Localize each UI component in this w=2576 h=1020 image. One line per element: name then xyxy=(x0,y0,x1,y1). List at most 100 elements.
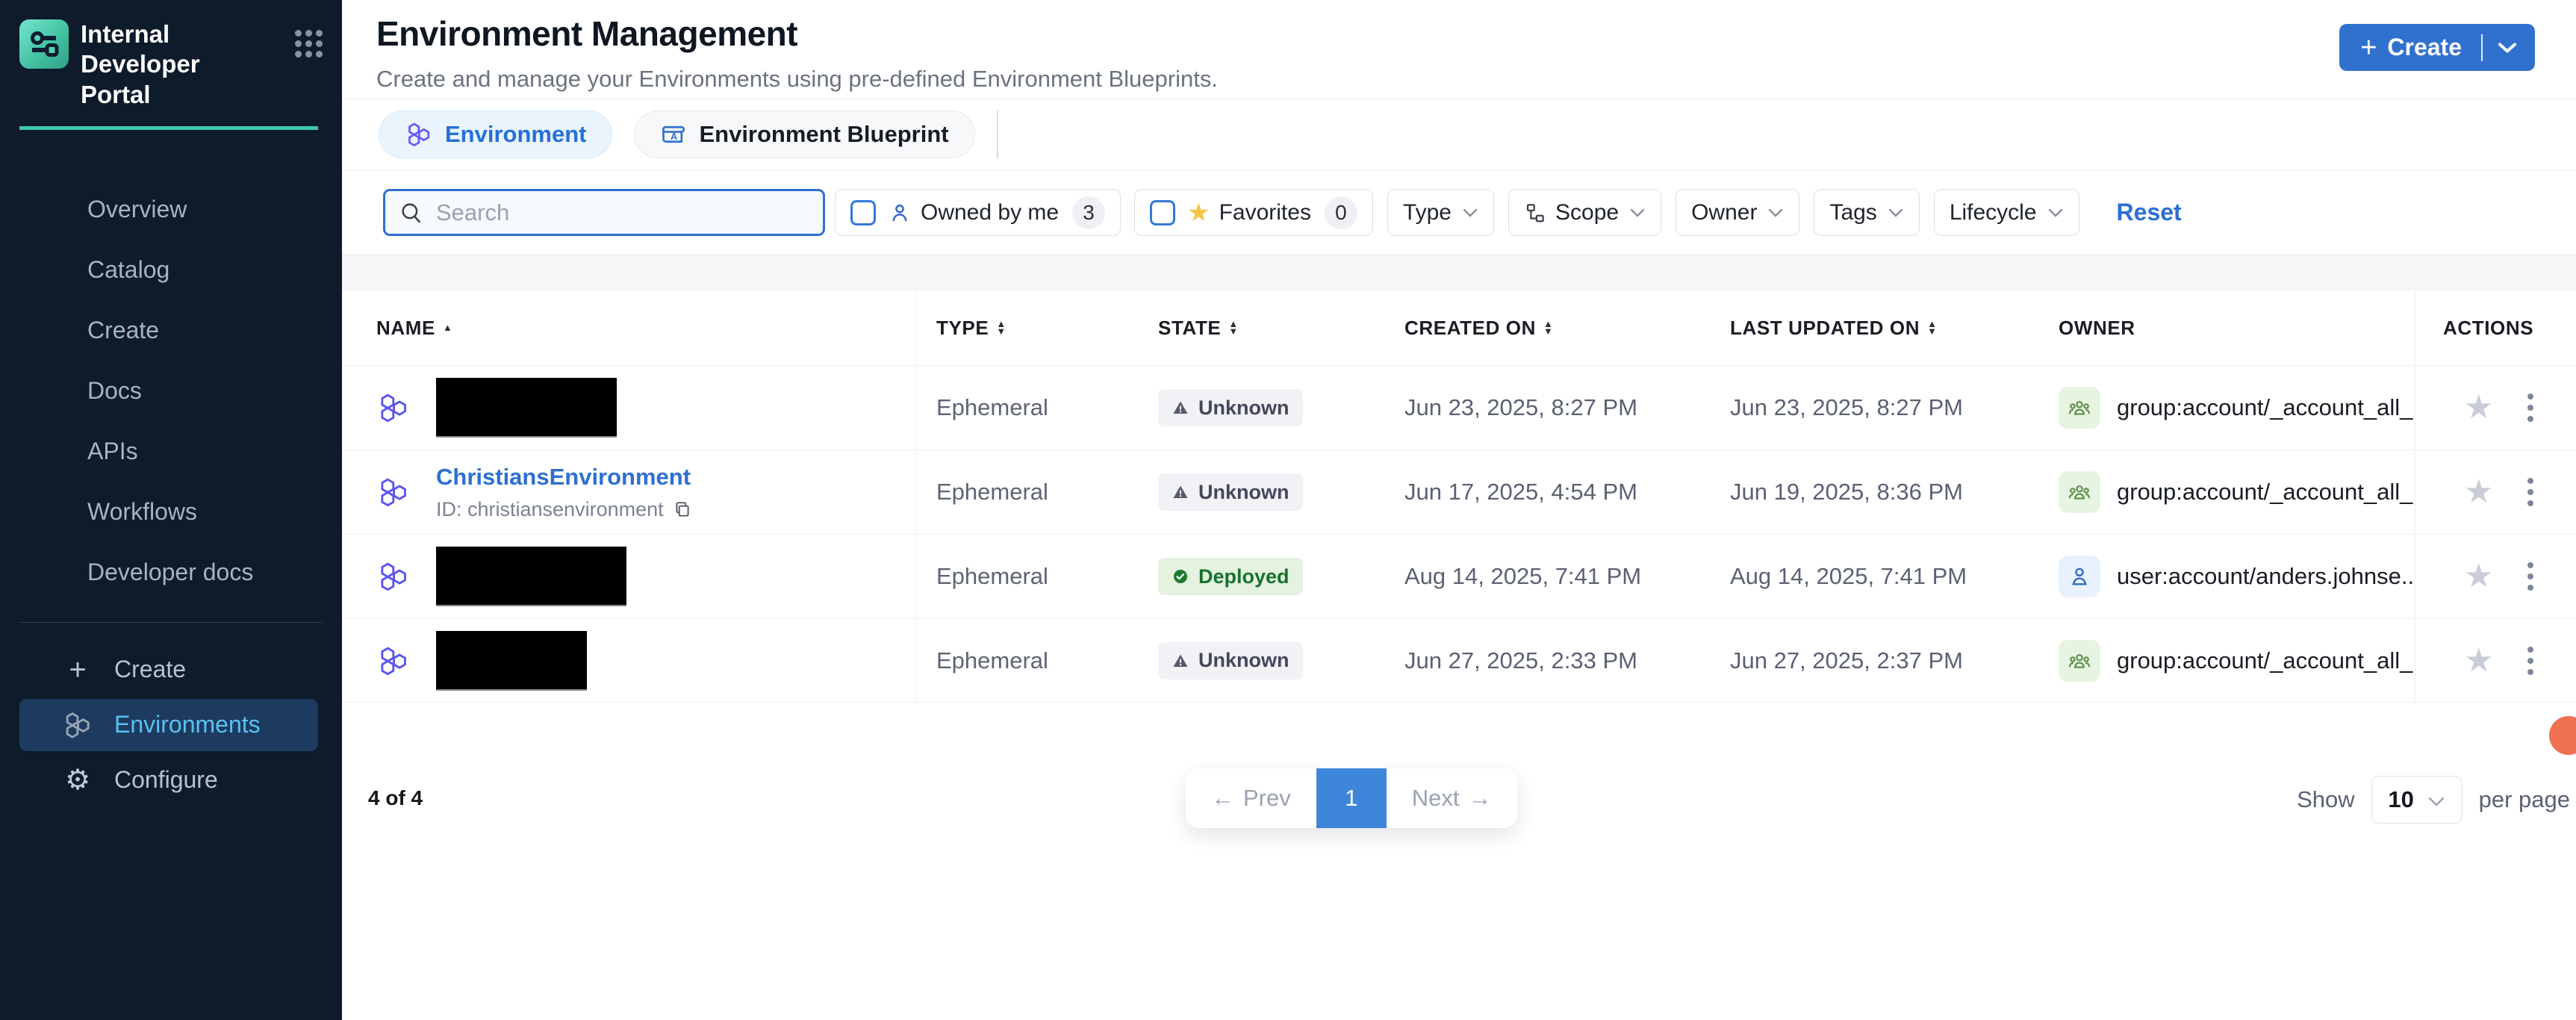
table-row[interactable]: Ephemeral Deployed Aug 14, 2025, 7:41 PM… xyxy=(342,534,2576,618)
hexagons-icon xyxy=(405,120,433,149)
redacted-name xyxy=(436,378,617,438)
column-header-last-updated-on[interactable]: LAST UPDATED ON ▲ ▼ xyxy=(1730,316,1938,339)
column-header-name[interactable]: NAME ▲ xyxy=(376,316,453,339)
table-row[interactable]: Ephemeral Unknown Jun 23, 2025, 8:27 PM … xyxy=(342,365,2576,450)
favorite-star-button[interactable]: ★ xyxy=(2464,389,2494,426)
chevron-down-icon xyxy=(1629,208,1646,218)
lifecycle-filter-dropdown[interactable]: Lifecycle xyxy=(1933,189,2079,236)
sidebar-bottom-nav: + Create Environments ⚙ Configure xyxy=(0,644,342,806)
user-icon xyxy=(2059,556,2100,597)
table-row[interactable]: ChristiansEnvironment ID: christiansenvi… xyxy=(342,450,2576,534)
column-header-created-on[interactable]: CREATED ON ▲ ▼ xyxy=(1404,316,1554,339)
sidebar-item-configure[interactable]: ⚙ Configure xyxy=(19,754,318,806)
environment-name-link[interactable]: ChristiansEnvironment xyxy=(436,463,691,490)
last-updated-cell: Jun 19, 2025, 8:36 PM xyxy=(1730,479,1963,505)
search-icon xyxy=(399,200,424,226)
warning-icon xyxy=(1172,652,1189,670)
feedback-fab-button[interactable] xyxy=(2549,716,2576,755)
kebab-menu-button[interactable] xyxy=(2523,558,2538,595)
favorites-filter[interactable]: ★ Favorites 0 xyxy=(1134,189,1373,236)
sidebar-item-create[interactable]: Create xyxy=(87,316,160,343)
page-size-select[interactable]: 10 xyxy=(2371,776,2463,824)
warning-icon xyxy=(1172,399,1189,417)
sidebar-item-overview[interactable]: Overview xyxy=(87,195,187,223)
chevron-down-icon[interactable] xyxy=(2498,42,2517,54)
column-header-state[interactable]: STATE ▲ ▼ xyxy=(1158,316,1239,339)
chevron-down-icon xyxy=(1462,208,1478,218)
tab-environment[interactable]: Environment xyxy=(379,111,613,158)
scope-filter-dropdown[interactable]: Scope xyxy=(1508,189,1662,236)
sidebar-item-developer-docs[interactable]: Developer docs xyxy=(87,558,254,585)
sidebar-item-catalog[interactable]: Catalog xyxy=(87,255,170,283)
last-updated-cell: Jun 23, 2025, 8:27 PM xyxy=(1730,394,1963,420)
brand-underline xyxy=(19,125,318,130)
kebab-menu-button[interactable] xyxy=(2523,642,2538,680)
sidebar-item-docs[interactable]: Docs xyxy=(87,376,142,404)
tab-environment-blueprint[interactable]: A Environment Blueprint xyxy=(634,111,975,158)
environment-hexagons-icon xyxy=(376,391,411,425)
sidebar-item-apis[interactable]: APIs xyxy=(87,437,138,464)
entity-tabs: Environment A Environment Blueprint xyxy=(342,99,2576,170)
sidebar-item-environments[interactable]: Environments xyxy=(19,698,318,751)
prev-page-button[interactable]: ← Prev xyxy=(1211,785,1291,811)
show-label: Show xyxy=(2297,786,2355,812)
owned-count-badge: 3 xyxy=(1072,196,1106,229)
sort-icon: ▲ ▼ xyxy=(1228,318,1239,337)
page-subtitle: Create and manage your Environments usin… xyxy=(376,66,1218,92)
column-header-owner: OWNER xyxy=(2059,316,2135,339)
group-icon xyxy=(2059,387,2100,429)
chevron-down-icon xyxy=(1888,208,1904,218)
environment-hexagons-icon xyxy=(376,559,411,594)
tab-divider xyxy=(996,111,998,158)
kebab-menu-button[interactable] xyxy=(2523,473,2538,511)
sort-icon: ▲ ▼ xyxy=(1543,318,1554,337)
dropdown-label: Owner xyxy=(1691,199,1758,225)
portal-logo-icon xyxy=(19,19,69,69)
create-button[interactable]: + Create xyxy=(2339,24,2535,71)
apps-grid-icon[interactable] xyxy=(295,30,323,57)
dropdown-label: Lifecycle xyxy=(1949,199,2037,225)
created-on-cell: Jun 17, 2025, 4:54 PM xyxy=(1404,479,1637,505)
page-number-button[interactable]: 1 xyxy=(1316,768,1387,828)
spacer-band xyxy=(342,255,2576,290)
chevron-down-icon xyxy=(1767,208,1784,218)
owner-cell: group:account/_account_all_... xyxy=(2117,479,2415,505)
tags-filter-dropdown[interactable]: Tags xyxy=(1814,189,1920,236)
status-badge: Unknown xyxy=(1158,641,1303,680)
page-header: Environment Management Create and manage… xyxy=(342,0,2576,99)
owner-cell: group:account/_account_all_... xyxy=(2117,647,2415,674)
button-divider xyxy=(2481,34,2483,61)
copy-icon[interactable] xyxy=(673,500,692,519)
kebab-menu-button[interactable] xyxy=(2523,389,2538,426)
filter-bar: Owned by me 3 ★ Favorites 0 Type Scope xyxy=(342,170,2576,255)
person-icon xyxy=(888,201,912,225)
next-page-button[interactable]: Next → xyxy=(1411,785,1492,811)
favorite-star-button[interactable]: ★ xyxy=(2464,641,2494,679)
last-updated-cell: Jun 27, 2025, 2:37 PM xyxy=(1730,647,1963,674)
pager: ← Prev 1 Next → xyxy=(1186,768,1517,828)
chevron-down-icon xyxy=(2047,208,2064,218)
owned-by-me-filter[interactable]: Owned by me 3 xyxy=(835,189,1121,236)
search-input[interactable] xyxy=(436,199,809,226)
column-header-type[interactable]: TYPE ▲ ▼ xyxy=(936,316,1007,339)
favorite-star-button[interactable]: ★ xyxy=(2464,473,2494,510)
tab-label: Environment xyxy=(445,121,587,147)
pagination-bar: 4 of 4 ← Prev 1 Next → Show 10 per page xyxy=(342,768,2576,828)
owner-filter-dropdown[interactable]: Owner xyxy=(1676,189,1800,236)
sidebar-item-label: Create xyxy=(114,656,187,683)
dropdown-label: Type xyxy=(1402,199,1452,225)
search-box xyxy=(383,189,825,236)
arrow-left-icon: ← xyxy=(1211,785,1234,811)
favorite-star-button[interactable]: ★ xyxy=(2464,558,2494,594)
type-filter-dropdown[interactable]: Type xyxy=(1387,189,1494,236)
created-on-cell: Jun 27, 2025, 2:33 PM xyxy=(1404,647,1637,674)
favorites-checkbox[interactable] xyxy=(1150,199,1176,226)
plus-icon: + xyxy=(69,653,87,686)
table-row[interactable]: Ephemeral Unknown Jun 27, 2025, 2:33 PM … xyxy=(342,618,2576,703)
owned-by-me-checkbox[interactable] xyxy=(850,199,876,226)
sidebar-item-create-action[interactable]: + Create xyxy=(19,644,318,696)
reset-filters-link[interactable]: Reset xyxy=(2116,199,2182,226)
sidebar-item-workflows[interactable]: Workflows xyxy=(87,497,197,525)
page-title: Environment Management xyxy=(376,14,798,53)
